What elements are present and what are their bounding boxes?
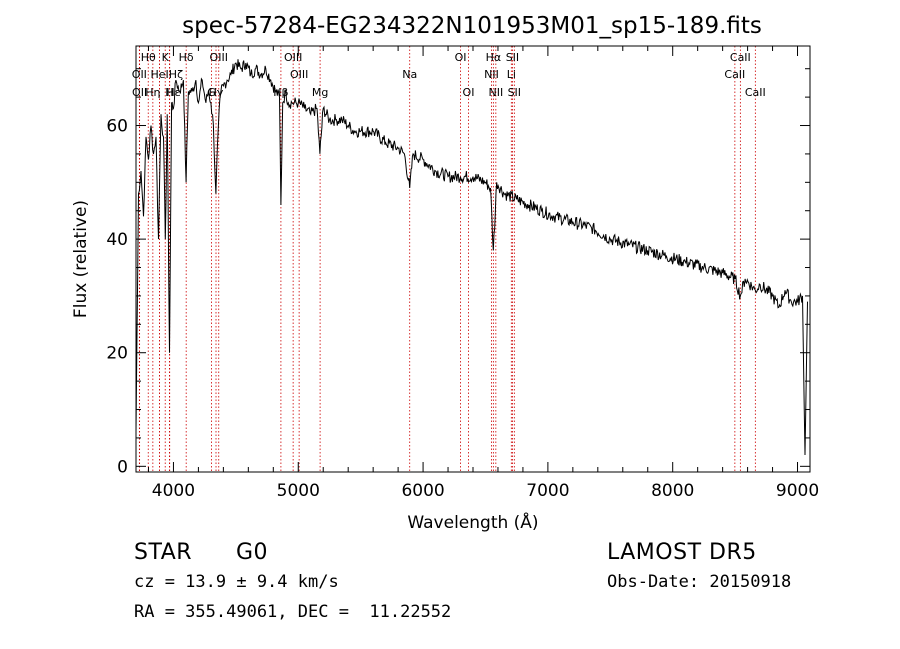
x-tick-label: 4000 (152, 481, 195, 501)
y-axis: 0 20 40 60 (106, 68, 810, 477)
line-label-hη: Hη (145, 86, 160, 99)
line-label-sii: SII (508, 86, 521, 99)
y-tick-label: 20 (106, 344, 128, 364)
line-label-oi: OI (455, 51, 467, 64)
plot-frame (135, 45, 811, 473)
x-tick-label: 8000 (651, 481, 694, 501)
line-label-g: G (207, 86, 216, 99)
y-tick-label: 40 (106, 230, 128, 250)
x-tick-label: 5000 (277, 481, 320, 501)
line-label-h: H (165, 86, 173, 99)
line-label-hα: Hα (486, 51, 502, 64)
object-subclass: G0 (236, 540, 269, 565)
survey-name: LAMOST DR5 (607, 540, 757, 565)
line-label-sii: SII (506, 51, 519, 64)
x-tick-label: 6000 (401, 481, 444, 501)
line-label-oiii: OIII (290, 68, 308, 81)
spectrum-line (135, 59, 808, 456)
redshift-cz: cz = 13.9 ± 9.4 km/s (134, 572, 339, 592)
line-label-mg: Mg (312, 86, 328, 99)
x-tick-label: 9000 (776, 481, 819, 501)
chart-title: spec-57284-EG234322N101953M01_sp15-189.f… (182, 13, 762, 39)
x-axis-label: Wavelength (Å) (407, 511, 538, 533)
line-label-oii: OII (132, 68, 147, 81)
line-label-hδ: Hδ (179, 51, 194, 64)
y-tick-label: 0 (117, 457, 128, 477)
line-label-caii: CaII (745, 86, 766, 99)
line-label-caii: CaII (730, 51, 751, 64)
line-label-nii: NII (488, 86, 503, 99)
y-axis-label: Flux (relative) (71, 200, 91, 318)
line-label-hζ: Hζ (169, 68, 183, 81)
observation-date: Obs-Date: 20150918 (607, 572, 792, 592)
line-label-oiii: OIII (210, 51, 228, 64)
line-label-li: Li (507, 68, 516, 81)
line-label-hθ: Hθ (141, 51, 156, 64)
line-label-caii: CaII (724, 68, 745, 81)
line-label-oiii: OIII (284, 51, 302, 64)
x-axis: 4000 5000 6000 7000 8000 9000 (147, 46, 819, 501)
line-label-na: Na (402, 68, 417, 81)
y-tick-label: 60 (106, 117, 128, 137)
spectral-line-labels: Hθ K Hδ OIII OIII OI Hα SII CaII OII HeI Hζ OIII Na NI… (132, 51, 766, 99)
line-label-hε: Hε (166, 86, 180, 99)
x-tick-label: 7000 (526, 481, 569, 501)
line-label-oi: OI (463, 86, 475, 99)
line-label-hei: HeI (150, 68, 168, 81)
object-class: STAR (134, 540, 193, 565)
spectral-line-markers (138, 46, 756, 472)
line-label-k: K (162, 51, 170, 64)
line-label-nii: NII (484, 68, 499, 81)
coordinates: RA = 355.49061, DEC = 11.22552 (134, 602, 452, 622)
